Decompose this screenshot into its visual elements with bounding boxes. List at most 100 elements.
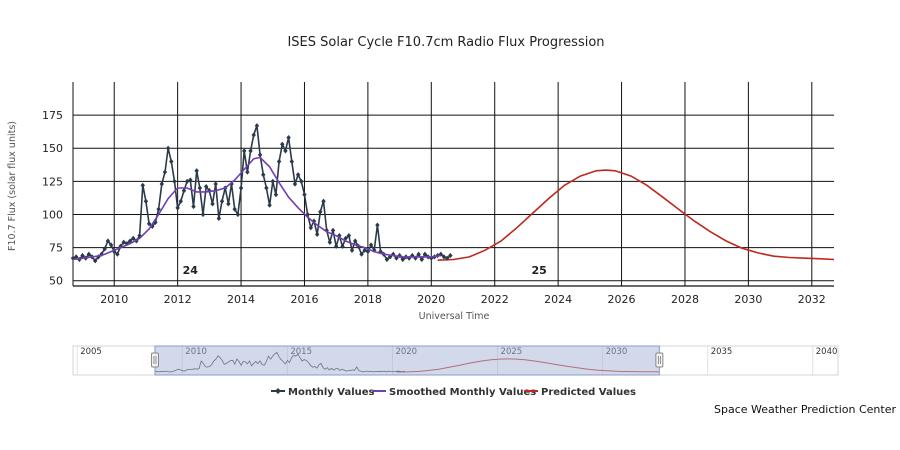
monthly-value-point[interactable] <box>131 235 136 241</box>
monthly-value-point[interactable] <box>295 172 301 178</box>
y-tick-label: 100 <box>42 208 63 221</box>
monthly-value-point[interactable] <box>146 221 152 227</box>
monthly-value-point[interactable] <box>267 202 272 208</box>
monthly-value-point[interactable] <box>102 246 107 252</box>
monthly-value-point[interactable] <box>108 242 114 248</box>
monthly-value-point[interactable] <box>86 251 92 257</box>
y-tick-label: 50 <box>49 275 63 288</box>
navigator-handle-right[interactable] <box>655 352 664 368</box>
monthly-value-point[interactable] <box>289 158 294 165</box>
monthly-value-point[interactable] <box>368 242 374 248</box>
monthly-value-point[interactable] <box>400 256 405 263</box>
monthly-value-point[interactable] <box>232 206 237 212</box>
monthly-value-point[interactable] <box>353 238 358 244</box>
monthly-value-point[interactable] <box>321 198 326 204</box>
series-line-smoothed-monthly-values <box>72 156 441 261</box>
monthly-value-point[interactable] <box>191 203 196 210</box>
monthly-value-point[interactable] <box>203 184 209 190</box>
monthly-value-point[interactable] <box>257 152 263 158</box>
legend-label: Predicted Values <box>541 387 636 398</box>
monthly-value-point[interactable] <box>115 251 120 257</box>
monthly-value-point[interactable] <box>261 172 266 178</box>
monthly-value-point[interactable] <box>80 252 85 259</box>
monthly-value-point[interactable] <box>340 243 345 249</box>
monthly-value-point[interactable] <box>283 148 288 154</box>
monthly-value-point[interactable] <box>349 247 355 253</box>
monthly-value-point[interactable] <box>210 201 215 207</box>
monthly-value-point[interactable] <box>254 123 260 129</box>
monthly-value-point[interactable] <box>242 148 247 154</box>
monthly-value-point[interactable] <box>286 135 291 141</box>
monthly-value-point[interactable] <box>276 158 282 165</box>
monthly-value-point[interactable] <box>248 148 253 154</box>
monthly-value-point[interactable] <box>419 256 424 263</box>
monthly-value-point[interactable] <box>314 231 320 237</box>
monthly-value-point[interactable] <box>235 211 241 218</box>
monthly-value-point[interactable] <box>245 169 250 175</box>
monthly-value-point[interactable] <box>213 181 218 187</box>
legend-label: Monthly Values <box>288 387 375 398</box>
monthly-value-point[interactable] <box>197 185 203 191</box>
monthly-value-point[interactable] <box>346 233 352 239</box>
monthly-value-point[interactable] <box>165 145 171 151</box>
x-tick-label: 2016 <box>290 293 318 306</box>
monthly-value-point[interactable] <box>73 254 79 260</box>
monthly-value-point[interactable] <box>216 215 222 222</box>
monthly-value-point[interactable] <box>219 198 225 204</box>
monthly-value-point[interactable] <box>308 225 314 231</box>
navigator-selection[interactable] <box>154 345 660 376</box>
monthly-value-point[interactable] <box>422 251 428 257</box>
cycle-annotation: 25 <box>531 264 546 277</box>
monthly-value-point[interactable] <box>200 211 206 218</box>
monthly-value-point[interactable] <box>375 222 380 228</box>
navigator[interactable]: 20052010201520202025203020352040 <box>72 345 839 376</box>
monthly-value-point[interactable] <box>175 205 180 211</box>
monthly-value-point[interactable] <box>178 198 184 204</box>
monthly-value-point[interactable] <box>416 251 421 257</box>
monthly-value-point[interactable] <box>156 206 161 212</box>
monthly-value-point[interactable] <box>143 198 149 204</box>
monthly-value-point[interactable] <box>159 181 164 187</box>
monthly-value-point[interactable] <box>270 178 275 184</box>
monthly-value-point[interactable] <box>444 255 450 261</box>
credit-text: Space Weather Prediction Center <box>714 403 896 416</box>
monthly-value-point[interactable] <box>169 158 174 165</box>
x-tick-label: 2020 <box>417 293 445 306</box>
monthly-value-point[interactable] <box>273 191 279 198</box>
monthly-value-point[interactable] <box>292 181 298 187</box>
navigator-handle-left[interactable] <box>150 352 159 368</box>
monthly-value-point[interactable] <box>299 178 304 184</box>
monthly-value-point[interactable] <box>172 178 177 184</box>
monthly-value-point[interactable] <box>92 258 98 264</box>
monthly-value-point[interactable] <box>318 209 323 215</box>
x-tick-label: 2030 <box>734 293 762 306</box>
monthly-value-point[interactable] <box>105 238 111 244</box>
monthly-value-point[interactable] <box>251 132 256 138</box>
monthly-value-point[interactable] <box>441 254 447 260</box>
monthly-value-point[interactable] <box>302 191 307 198</box>
legend-item-predicted-values[interactable]: Predicted Values <box>524 387 636 398</box>
monthly-value-point[interactable] <box>226 201 231 207</box>
monthly-value-point[interactable] <box>448 252 453 259</box>
monthly-value-point[interactable] <box>194 168 199 174</box>
legend-item-smoothed-monthly-values[interactable]: Smoothed Monthly Values <box>372 387 536 398</box>
monthly-value-point[interactable] <box>327 239 333 245</box>
x-tick-label: 2014 <box>227 293 255 306</box>
monthly-value-point[interactable] <box>181 188 187 194</box>
monthly-value-point[interactable] <box>264 185 269 191</box>
monthly-value-point[interactable] <box>384 256 390 263</box>
legend-item-monthly-values[interactable]: Monthly Values <box>271 387 375 398</box>
monthly-value-point[interactable] <box>77 256 82 263</box>
monthly-value-point[interactable] <box>140 182 145 188</box>
x-tick-label: 2032 <box>798 293 826 306</box>
monthly-value-point[interactable] <box>162 169 168 175</box>
monthly-value-point[interactable] <box>359 251 364 257</box>
main-plot-area[interactable]: 50 75 100 125 150 175 2010 2012 2014 2016 2018 2020… <box>42 82 835 306</box>
series-line-predicted-values <box>437 169 835 261</box>
monthly-value-point[interactable] <box>333 243 339 249</box>
monthly-value-point[interactable] <box>280 141 285 147</box>
monthly-value-point[interactable] <box>188 177 193 183</box>
monthly-value-point[interactable] <box>238 185 244 191</box>
monthly-value-point[interactable] <box>330 227 336 233</box>
